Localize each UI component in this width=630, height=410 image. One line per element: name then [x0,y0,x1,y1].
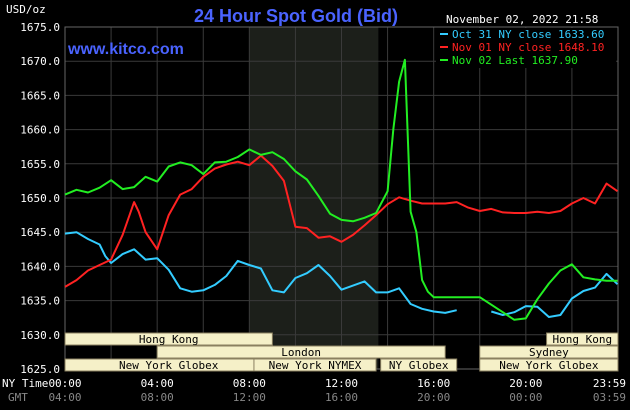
legend-nov01: Nov 01 NY close 1648.10 [452,41,604,54]
session-bar [546,332,619,346]
session-label: New York Globex [119,359,219,372]
y-tick-label: 1650.0 [20,192,60,205]
series-line-2 [64,58,618,321]
y-tick-label: 1670.0 [20,55,60,68]
session-bar [156,345,446,359]
series-line-1 [64,154,619,288]
session-label: New York NYMEX [269,359,362,372]
y-tick-label: 1630.0 [20,329,60,342]
x-tick-gmt: 16:00 [325,391,358,404]
y-tick-label: 1660.0 [20,124,60,137]
session-bar [253,358,377,372]
y-axis-ticks: 1675.0 1670.0 1665.0 1660.0 1655.0 1650.0 1645… [20,21,60,376]
x-row2-label: GMT [8,391,28,404]
y-tick-label: 1675.0 [20,21,60,34]
y-tick-label: 1665.0 [20,89,60,102]
x-tick-ny: 00:00 [48,377,81,390]
x-tick-ny: 12:00 [325,377,358,390]
chart-title: 24 Hour Spot Gold (Bid) [194,6,398,26]
y-tick-label: 1655.0 [20,158,60,171]
x-tick-gmt: 03:59 [593,391,626,404]
trading-sessions: Hong Kong London New York Globex New York N… [64,332,619,372]
session-bar [380,358,458,372]
session-label: New York Globex [499,359,599,372]
x-tick-ny: 20:00 [509,377,542,390]
legend-oct31: Oct 31 NY close 1633.60 [452,28,604,41]
x-tick-gmt: 00:00 [509,391,542,404]
x-tick-gmt: 08:00 [141,391,174,404]
series-line-0 [64,231,619,318]
price-series [64,58,619,321]
y-tick-label: 1635.0 [20,295,60,308]
session-bar [479,345,619,359]
x-row1-label: NY Time [2,377,48,390]
session-label: Hong Kong [139,333,199,346]
y-unit-label: USD/oz [6,3,46,16]
x-tick-ny: 04:00 [141,377,174,390]
session-label: Hong Kong [552,333,612,346]
x-tick-ny: 23:59 [593,377,626,390]
x-axis-ticks: 00:0004:0004:0008:0008:0012:0012:0016:00… [48,377,626,404]
legend-nov02: Nov 02 Last 1637.90 [452,54,578,67]
x-tick-ny: 08:00 [233,377,266,390]
legend-box [436,28,616,68]
session-label: NY Globex [389,359,449,372]
session-bar [479,358,619,372]
x-tick-gmt: 20:00 [417,391,450,404]
x-tick-gmt: 04:00 [48,391,81,404]
timestamp: November 02, 2022 21:58 [446,13,598,26]
legend: Oct 31 NY close 1633.60 Nov 01 NY close … [436,28,616,68]
y-tick-label: 1625.0 [20,363,60,376]
session-label: London [281,346,321,359]
kitco-watermark: www.kitco.com [67,41,184,58]
x-tick-gmt: 12:00 [233,391,266,404]
session-label: Sydney [529,346,569,359]
y-tick-label: 1640.0 [20,260,60,273]
y-tick-label: 1645.0 [20,226,60,239]
session-bar [64,332,273,346]
x-tick-ny: 16:00 [417,377,450,390]
